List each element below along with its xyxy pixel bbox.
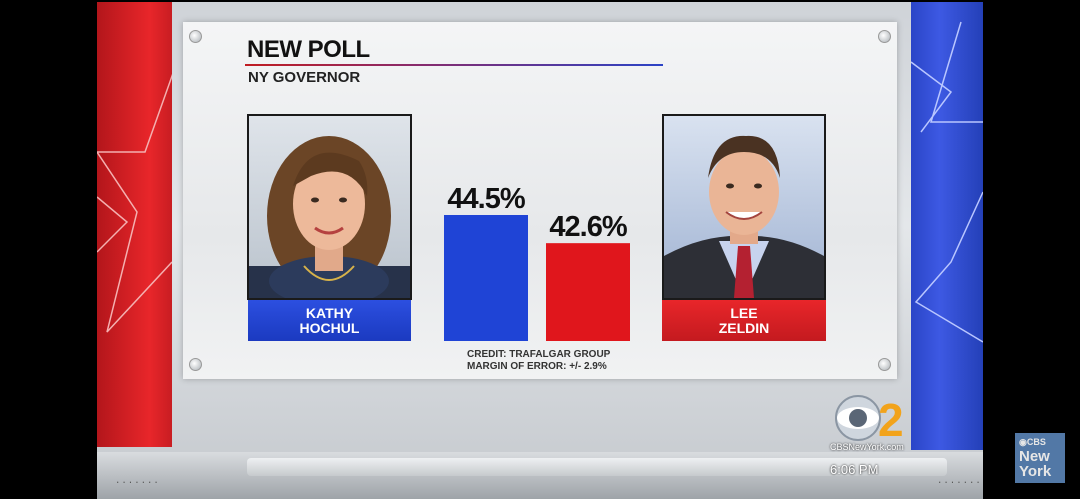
candidate-photo-hochul <box>247 114 412 300</box>
bar-value-label: 44.5% <box>447 183 525 215</box>
bar-value-label: 42.6% <box>549 211 627 243</box>
cbs-newyork-corner-logo: ◉CBS New York <box>1015 433 1065 483</box>
poll-bar-chart: 44.5% 42.6% <box>444 183 630 341</box>
corner-logo-new: New <box>1019 448 1050 465</box>
cbs2-logo: 2 <box>835 394 904 444</box>
candidate-last-name: HOCHUL <box>299 320 360 336</box>
blue-wall <box>910 2 983 450</box>
portrait-hochul <box>249 136 410 298</box>
poll-credit: CREDIT: TRAFALGAR GROUP MARGIN OF ERROR:… <box>467 349 610 373</box>
red-wall <box>97 2 178 447</box>
margin-of-error: MARGIN OF ERROR: +/- 2.9% <box>467 361 607 372</box>
bar-zeldin <box>546 243 630 341</box>
candidate-first-name: LEE <box>730 305 758 321</box>
floor-dots-left: ....... <box>115 476 160 486</box>
poll-subtitle: NY GOVERNOR <box>248 69 361 86</box>
screw-icon <box>878 30 891 43</box>
bar-hochul <box>444 215 528 341</box>
screw-icon <box>189 30 202 43</box>
screw-icon <box>189 358 202 371</box>
star-outline-icon <box>97 61 178 333</box>
station-url: CBSNewYork.com <box>830 442 904 452</box>
title-underline <box>245 64 663 66</box>
candidate-last-name: ZELDIN <box>718 320 770 336</box>
candidate-first-name: KATHY <box>305 305 354 321</box>
credit-source: CREDIT: TRAFALGAR GROUP <box>467 349 611 360</box>
nameplate-zeldin: LEE ZELDIN <box>662 300 826 341</box>
candidate-photo-zeldin <box>662 114 826 300</box>
broadcast-time: 6:06 PM <box>830 462 879 477</box>
corner-logo-cbs: ◉CBS <box>1019 437 1046 447</box>
floor-bar <box>247 458 947 476</box>
nameplate-hochul: KATHY HOCHUL <box>248 300 411 341</box>
corner-logo-york: York <box>1019 463 1052 480</box>
floor-dots-right: ....... <box>937 476 982 486</box>
star-outline-icon <box>910 21 983 343</box>
portrait-zeldin <box>664 135 824 298</box>
svg-text:2: 2 <box>878 394 904 444</box>
poll-title: NEW POLL <box>247 36 370 63</box>
screw-icon <box>878 358 891 371</box>
